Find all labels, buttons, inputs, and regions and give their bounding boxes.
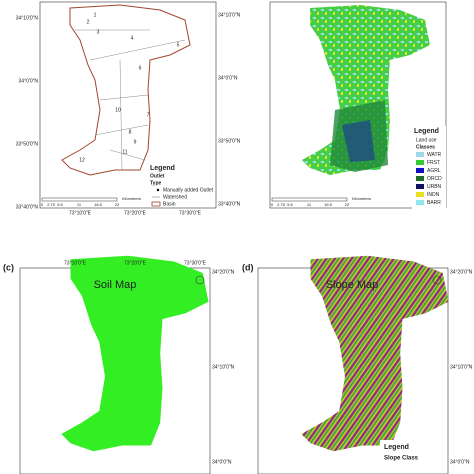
lon-label: 73°30'0"E bbox=[184, 260, 207, 266]
scale-tick: 5.5 bbox=[287, 202, 293, 207]
legend-symbol bbox=[151, 201, 161, 207]
lat-label: 33°50'0"N bbox=[16, 141, 39, 147]
lon-label: 73°30'0"E bbox=[179, 210, 202, 216]
scale-tick: 2.75 bbox=[277, 202, 286, 207]
lat-label: 34°0'0"N bbox=[450, 459, 470, 465]
legend-title: Legend bbox=[384, 444, 409, 451]
legend-swatch bbox=[416, 200, 424, 205]
map-title: Soil Map bbox=[94, 279, 137, 291]
legend-symbol bbox=[156, 188, 160, 192]
subbasin-label: 9 bbox=[134, 139, 137, 145]
scale-unit: Kilometers bbox=[122, 196, 141, 201]
legend-swatch bbox=[416, 192, 424, 197]
legend-swatch bbox=[416, 176, 424, 181]
scale-tick: 11 bbox=[307, 202, 312, 207]
lat-label: 34°0'0"N bbox=[212, 459, 232, 465]
scale-tick: 11 bbox=[77, 202, 82, 207]
legend-item: AGRL bbox=[427, 168, 441, 174]
lon-label: 73°10'0"E bbox=[64, 260, 87, 266]
legend-swatch bbox=[416, 152, 424, 157]
lon-label: 73°20'0"E bbox=[124, 210, 147, 216]
scale-tick: 22 bbox=[115, 202, 120, 207]
north-arrow bbox=[195, 275, 205, 285]
subbasin-label: 3 bbox=[97, 29, 100, 35]
scale-bar bbox=[41, 197, 118, 202]
subbasin-label: 10 bbox=[115, 107, 121, 113]
agri-zone bbox=[342, 120, 375, 162]
lat-label: 34°20'0"N bbox=[212, 269, 235, 275]
legend-subtitle: Slope Class bbox=[384, 456, 419, 462]
scale-tick: 16.5 bbox=[94, 202, 103, 207]
watershed-lines bbox=[75, 29, 186, 171]
legend-box bbox=[380, 440, 442, 470]
subbasin-label: 2 bbox=[87, 19, 90, 25]
subbasin-label: 8 bbox=[129, 129, 132, 135]
subbasin-label: 6 bbox=[139, 65, 142, 71]
legend-item: FRST bbox=[427, 160, 440, 166]
lat-label: 33°40'0"N bbox=[16, 204, 39, 210]
map-frame bbox=[269, 1, 447, 209]
scale-tick: 0 bbox=[41, 202, 44, 207]
legend-swatch bbox=[416, 160, 424, 165]
legend-item: WATR bbox=[427, 152, 442, 158]
legend-item: ORCD bbox=[427, 176, 442, 182]
panel-label: (c) bbox=[3, 262, 14, 272]
legend-item: Watershed bbox=[163, 194, 187, 200]
scale-tick: 2.75 bbox=[47, 202, 56, 207]
legend-item: INDN bbox=[427, 192, 440, 198]
legend-item: URBN bbox=[427, 184, 442, 190]
map-frame bbox=[39, 1, 217, 209]
lat-label: 34°10'0"N bbox=[16, 15, 39, 21]
lat-label: 34°0'0"N bbox=[19, 78, 39, 84]
scale-tick: 0 bbox=[271, 202, 274, 207]
legend-item: Manually added Outlet bbox=[163, 187, 214, 193]
legend-title: Legend bbox=[414, 128, 439, 135]
legend-subtitle: Type bbox=[150, 180, 162, 186]
scale-unit: Kilometers bbox=[352, 196, 371, 201]
legend-swatch bbox=[416, 184, 424, 189]
lat-label: 34°10'0"N bbox=[218, 12, 241, 18]
subbasin-label: 7 bbox=[147, 112, 150, 118]
subbasin-label: 4 bbox=[131, 35, 134, 41]
legend-swatch bbox=[416, 168, 424, 173]
north-arrow bbox=[432, 275, 442, 285]
panel-label: (d) bbox=[242, 262, 254, 272]
scale-bar bbox=[271, 197, 348, 202]
legend-title: Legend bbox=[150, 165, 175, 172]
legend-item: Basin bbox=[163, 201, 176, 207]
scale-tick: 16.5 bbox=[324, 202, 333, 207]
legend-subtitle: Land use bbox=[416, 137, 437, 143]
scale-tick: 22 bbox=[345, 202, 350, 207]
legend-subtitle: Outlet bbox=[150, 173, 165, 179]
scale-tick: 5.5 bbox=[57, 202, 63, 207]
lon-label: 73°10'0"E bbox=[69, 210, 92, 216]
subbasin-label: 1 bbox=[94, 12, 97, 18]
map-title: Slope Map bbox=[326, 279, 379, 291]
lat-label: 34°0'0"N bbox=[218, 75, 238, 81]
lat-label: 34°10'0"N bbox=[212, 364, 235, 370]
legend-item: BARR bbox=[427, 200, 441, 206]
lat-label: 33°40'0"N bbox=[218, 201, 241, 207]
lat-label: 33°50'0"N bbox=[218, 138, 241, 144]
lat-label: 34°10'0"N bbox=[450, 364, 473, 370]
lon-label: 73°20'0"E bbox=[124, 260, 147, 266]
subbasin-label: 11 bbox=[122, 149, 127, 155]
lat-label: 34°20'0"N bbox=[450, 269, 473, 275]
subbasin-label: 5 bbox=[177, 42, 180, 48]
subbasin-label: 12 bbox=[79, 157, 85, 163]
legend-subtitle: Classes bbox=[416, 144, 435, 150]
